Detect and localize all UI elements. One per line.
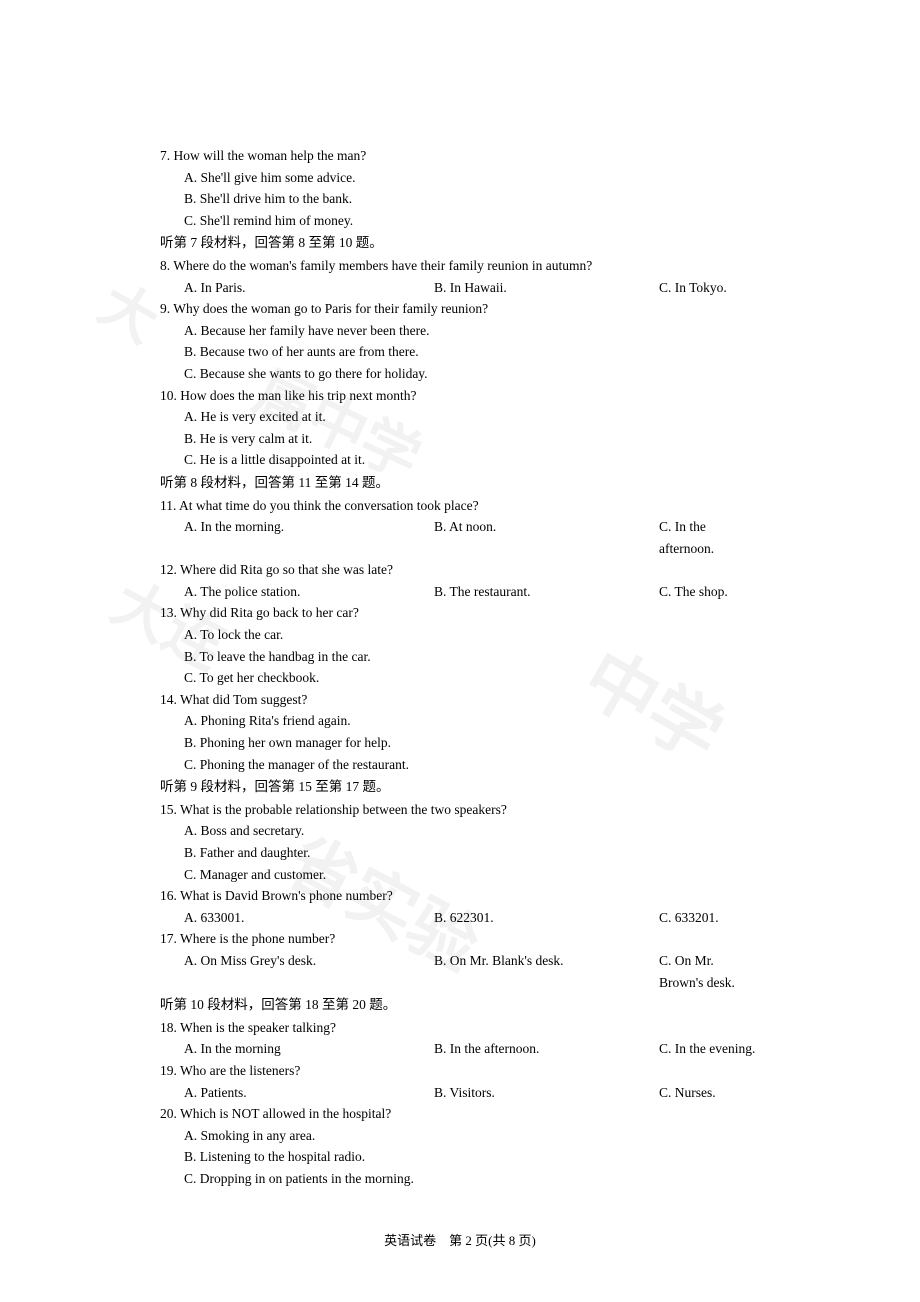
question-19: 19. Who are the listeners? A. Patients. … bbox=[160, 1060, 760, 1103]
option-b: B. Listening to the hospital radio. bbox=[160, 1146, 760, 1168]
question-20: 20. Which is NOT allowed in the hospital… bbox=[160, 1103, 760, 1189]
option-b: B. In the afternoon. bbox=[434, 1038, 659, 1060]
option-c: C. Phoning the manager of the restaurant… bbox=[160, 754, 760, 776]
option-b: B. The restaurant. bbox=[434, 581, 659, 603]
option-c: C. Manager and customer. bbox=[160, 864, 760, 886]
option-b: B. Father and daughter. bbox=[160, 842, 760, 864]
question-text: 13. Why did Rita go back to her car? bbox=[160, 602, 760, 624]
question-text: 10. How does the man like his trip next … bbox=[160, 385, 760, 407]
option-b: B. To leave the handbag in the car. bbox=[160, 646, 760, 668]
option-a: A. The police station. bbox=[184, 581, 434, 603]
option-b: B. He is very calm at it. bbox=[160, 428, 760, 450]
question-14: 14. What did Tom suggest? A. Phoning Rit… bbox=[160, 689, 760, 775]
section-header-7: 听第 7 段材料，回答第 8 至第 10 题。 bbox=[160, 232, 760, 254]
option-a: A. Boss and secretary. bbox=[160, 820, 760, 842]
section-header-8: 听第 8 段材料，回答第 11 至第 14 题。 bbox=[160, 472, 760, 494]
option-c: C. On Mr. Brown's desk. bbox=[659, 950, 760, 993]
option-c: C. 633201. bbox=[659, 907, 760, 929]
question-text: 14. What did Tom suggest? bbox=[160, 689, 760, 711]
question-text: 20. Which is NOT allowed in the hospital… bbox=[160, 1103, 760, 1125]
question-text: 15. What is the probable relationship be… bbox=[160, 799, 760, 821]
question-text: 12. Where did Rita go so that she was la… bbox=[160, 559, 760, 581]
option-c: C. She'll remind him of money. bbox=[160, 210, 760, 232]
option-b: B. Because two of her aunts are from the… bbox=[160, 341, 760, 363]
section-header-10: 听第 10 段材料，回答第 18 至第 20 题。 bbox=[160, 994, 760, 1016]
page-footer: 英语试卷 第 2 页(共 8 页) bbox=[0, 1231, 920, 1252]
option-c: C. Because she wants to go there for hol… bbox=[160, 363, 760, 385]
question-text: 9. Why does the woman go to Paris for th… bbox=[160, 298, 760, 320]
option-a: A. He is very excited at it. bbox=[160, 406, 760, 428]
option-a: A. Patients. bbox=[184, 1082, 434, 1104]
option-a: A. She'll give him some advice. bbox=[160, 167, 760, 189]
option-c: C. Nurses. bbox=[659, 1082, 760, 1104]
option-c: C. In the evening. bbox=[659, 1038, 760, 1060]
question-text: 8. Where do the woman's family members h… bbox=[160, 255, 760, 277]
option-c: C. Dropping in on patients in the mornin… bbox=[160, 1168, 760, 1190]
question-16: 16. What is David Brown's phone number? … bbox=[160, 885, 760, 928]
section-header-9: 听第 9 段材料，回答第 15 至第 17 题。 bbox=[160, 776, 760, 798]
option-a: A. Smoking in any area. bbox=[160, 1125, 760, 1147]
option-a: A. In the morning bbox=[184, 1038, 434, 1060]
option-c: C. The shop. bbox=[659, 581, 760, 603]
option-a: A. Phoning Rita's friend again. bbox=[160, 710, 760, 732]
question-10: 10. How does the man like his trip next … bbox=[160, 385, 760, 471]
question-text: 18. When is the speaker talking? bbox=[160, 1017, 760, 1039]
question-8: 8. Where do the woman's family members h… bbox=[160, 255, 760, 298]
option-c: C. In the afternoon. bbox=[659, 516, 760, 559]
question-9: 9. Why does the woman go to Paris for th… bbox=[160, 298, 760, 384]
question-13: 13. Why did Rita go back to her car? A. … bbox=[160, 602, 760, 688]
question-text: 11. At what time do you think the conver… bbox=[160, 495, 760, 517]
option-b: B. On Mr. Blank's desk. bbox=[434, 950, 659, 993]
option-b: B. In Hawaii. bbox=[434, 277, 659, 299]
option-c: C. To get her checkbook. bbox=[160, 667, 760, 689]
option-a: A. To lock the car. bbox=[160, 624, 760, 646]
option-b: B. Phoning her own manager for help. bbox=[160, 732, 760, 754]
question-text: 17. Where is the phone number? bbox=[160, 928, 760, 950]
option-b: B. 622301. bbox=[434, 907, 659, 929]
option-b: B. She'll drive him to the bank. bbox=[160, 188, 760, 210]
question-15: 15. What is the probable relationship be… bbox=[160, 799, 760, 885]
option-a: A. 633001. bbox=[184, 907, 434, 929]
option-a: A. On Miss Grey's desk. bbox=[184, 950, 434, 993]
option-a: A. In the morning. bbox=[184, 516, 434, 559]
question-7: 7. How will the woman help the man? A. S… bbox=[160, 145, 760, 231]
option-a: A. In Paris. bbox=[184, 277, 434, 299]
question-18: 18. When is the speaker talking? A. In t… bbox=[160, 1017, 760, 1060]
question-17: 17. Where is the phone number? A. On Mis… bbox=[160, 928, 760, 993]
question-text: 19. Who are the listeners? bbox=[160, 1060, 760, 1082]
question-text: 7. How will the woman help the man? bbox=[160, 145, 760, 167]
question-12: 12. Where did Rita go so that she was la… bbox=[160, 559, 760, 602]
option-b: B. Visitors. bbox=[434, 1082, 659, 1104]
option-a: A. Because her family have never been th… bbox=[160, 320, 760, 342]
option-c: C. He is a little disappointed at it. bbox=[160, 449, 760, 471]
question-text: 16. What is David Brown's phone number? bbox=[160, 885, 760, 907]
question-11: 11. At what time do you think the conver… bbox=[160, 495, 760, 560]
option-c: C. In Tokyo. bbox=[659, 277, 760, 299]
option-b: B. At noon. bbox=[434, 516, 659, 559]
